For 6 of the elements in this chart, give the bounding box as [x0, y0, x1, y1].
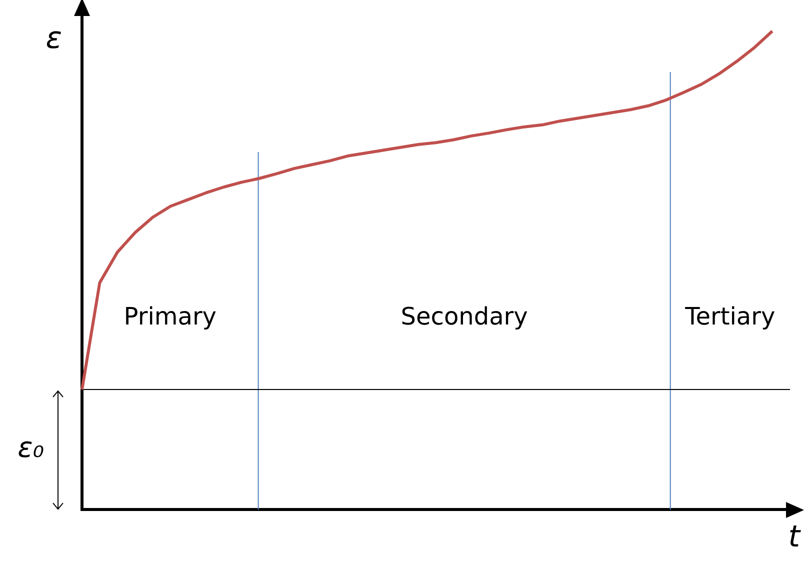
- annotation: Primary: [124, 302, 217, 330]
- ref-line-label: ε₀: [18, 430, 44, 464]
- annotation: Tertiary: [684, 302, 776, 330]
- x-axis-title: t: [788, 519, 802, 554]
- annotation: Secondary: [400, 302, 528, 330]
- y-axis-title: ε: [46, 20, 62, 56]
